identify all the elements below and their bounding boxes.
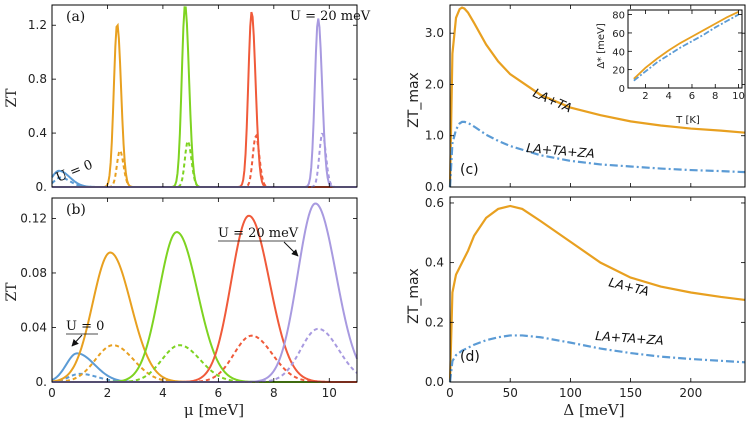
panel-b-xtick-label: 6 — [215, 386, 223, 400]
panel-b-xtick-label: 8 — [270, 386, 278, 400]
panel-b-ytick-label: 0.08 — [20, 266, 47, 280]
panel-c-ytick-label: 0.0 — [425, 180, 444, 194]
inset-xtick-label: 10 — [732, 91, 745, 102]
inset-axes-frame — [627, 9, 743, 89]
panel-a-ytick-label: 1.2 — [28, 18, 47, 32]
panel-a-ylabel: ZT — [4, 88, 20, 108]
panel-c-ytick-label: 2.0 — [425, 77, 444, 91]
panel-d-ytick-label: 0.0 — [425, 375, 444, 389]
panel-a-ytick-label: 0.8 — [28, 72, 47, 86]
panel-c-axes-frame — [449, 4, 746, 188]
panel-d-xtick-label: 50 — [503, 386, 518, 400]
panel-d-series-label-la-ta-za: LA+TA+ZA — [595, 328, 665, 348]
inset-xtick-label: 8 — [712, 91, 718, 102]
inset-ylabel: Δ* [meV] — [596, 23, 607, 69]
panel-c: 0.0 1.0 2.0 3.0 — [425, 4, 746, 194]
panel-a-axes-frame — [51, 4, 358, 188]
panel-d-axes-frame — [449, 196, 746, 383]
panel-b-ytick-label: 0.04 — [20, 320, 47, 334]
panel-b-ylabel: ZT — [4, 282, 20, 302]
panel-a-ytick-label: 0.4 — [28, 126, 47, 140]
panel-b-u20-arrow — [283, 241, 299, 257]
panel-c-label: (c) — [460, 162, 479, 178]
panel-d-series-line — [448, 204, 746, 383]
panel-d-series-line — [448, 334, 746, 383]
inset-ytick-label: 60 — [612, 29, 625, 40]
panel-b-xtick-label: 4 — [159, 386, 167, 400]
panel-b-ytick-label: 0.12 — [20, 211, 47, 225]
panel-b-axes-frame — [51, 197, 358, 383]
panel-d-xtick-label: 200 — [679, 386, 702, 400]
panel-a-ytick-label: 0. — [36, 180, 47, 194]
panel-b-solid-curve — [52, 231, 357, 383]
panel-c-series-line — [448, 6, 746, 188]
inset-xtick-label: 2 — [642, 91, 648, 102]
inset-xtick-label: 4 — [666, 91, 672, 102]
inset-series-line — [633, 13, 739, 82]
panel-a: 0. 0.4 0.8 1.2 — [28, 4, 358, 194]
panel-c-ytick-label: 3.0 — [425, 26, 444, 40]
inset-background — [628, 10, 742, 88]
panel-b-solid-curve — [52, 214, 357, 383]
panel-b-xtick-label: 2 — [104, 386, 112, 400]
inset-ytick-label: 20 — [612, 66, 625, 77]
panel-b-xtick-label: 0 — [48, 386, 56, 400]
panel-b-dashed-curve — [51, 344, 357, 383]
panel-b-annotation-u0: U = 0 — [66, 319, 104, 334]
panel-b-solid-curve — [51, 352, 357, 383]
panel-c-series-label-la-ta-za: LA+TA+ZA — [526, 140, 596, 161]
panel-d-ytick-label: 0.4 — [425, 256, 444, 270]
panel-b-label: (b) — [66, 202, 86, 218]
panel-b-xlabel: μ [meV] — [184, 401, 244, 419]
panel-c-series-line — [448, 120, 746, 188]
inset-series-line — [633, 11, 739, 80]
inset-ytick-label: 40 — [612, 47, 625, 58]
panel-b-solid-curve — [51, 251, 357, 383]
panel-d-xtick-label: 100 — [559, 386, 582, 400]
panel-b: 0. 0.04 0.08 0.12 0 2 4 6 8 10 — [20, 197, 358, 400]
panel-c-ytick-label: 1.0 — [425, 129, 444, 143]
panel-a-annotation-u20: U = 20 meV — [290, 9, 371, 24]
inset-ytick-label: 80 — [612, 11, 625, 22]
panel-c-series-label-la-ta: LA+TA — [531, 85, 575, 115]
inset-xlabel: T [K] — [675, 115, 700, 126]
panel-d-xtick-label: 0 — [446, 386, 454, 400]
panel-d-ytick-label: 0.2 — [425, 315, 444, 329]
panel-d: 0.0 0.2 0.4 0.6 0 50 100 150 200 — [425, 196, 746, 400]
panel-a-solid-curve — [52, 18, 357, 188]
panel-d-ytick-label: 0.6 — [425, 196, 444, 210]
panel-a-label: (a) — [66, 9, 85, 25]
panel-d-xlabel: Δ [meV] — [563, 401, 624, 419]
panel-d-xtick-label: 150 — [619, 386, 642, 400]
panel-d-series-label-la-ta: LA+TA — [607, 274, 650, 298]
panel-a-dashed-curve — [51, 176, 357, 188]
panel-d-label: (d) — [460, 349, 480, 365]
panel-d-ylabel: ZT_max — [406, 268, 422, 324]
panel-b-u0-arrow — [71, 334, 83, 347]
panel-b-xtick-label: 10 — [322, 386, 337, 400]
panel-c-inset: 0 20 40 60 80 2 4 6 8 10 — [612, 9, 745, 102]
inset-ytick-label: 0 — [619, 84, 625, 95]
inset-xtick-label: 6 — [689, 91, 695, 102]
panel-c-ylabel: ZT_max — [406, 72, 422, 128]
panel-b-dashed-curve — [52, 344, 357, 383]
panel-b-ytick-label: 0. — [36, 375, 47, 389]
panel-b-annotation-u20: U = 20 meV — [218, 226, 299, 241]
